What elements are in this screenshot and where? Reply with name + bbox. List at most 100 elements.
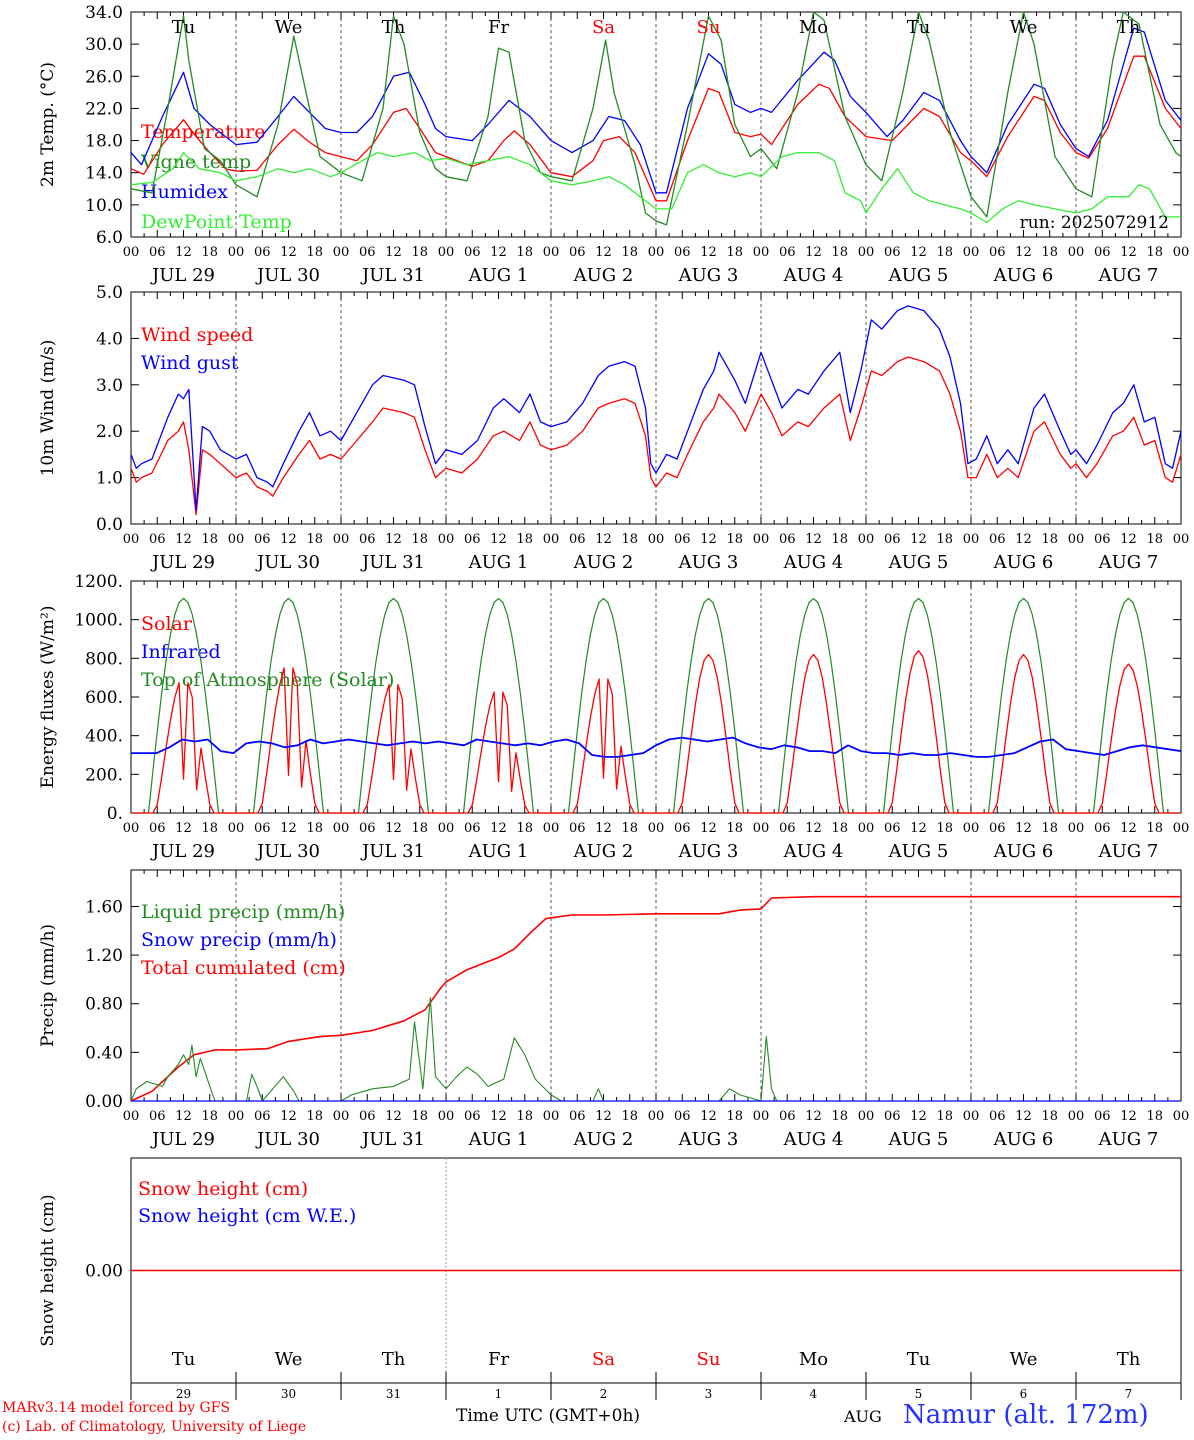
hour-tick-label: 18 (621, 245, 638, 260)
hour-tick-label: 18 (831, 821, 848, 836)
hour-tick-label: 12 (490, 245, 507, 260)
day-number-label: 7 (1125, 1387, 1133, 1401)
series-line (130, 895, 1181, 1102)
hour-tick-label: 12 (1015, 532, 1032, 547)
hour-tick-label: 12 (1120, 245, 1137, 260)
hour-tick-label: 12 (910, 821, 927, 836)
hour-tick-label: 12 (385, 245, 402, 260)
hour-tick-label: 00 (123, 532, 140, 547)
hour-tick-label: 06 (254, 245, 271, 260)
lab-credit: (c) Lab. of Climatology, University of L… (2, 1419, 307, 1435)
date-label: AUG 4 (783, 1129, 844, 1150)
hour-tick-label: 00 (648, 532, 665, 547)
hour-tick-label: 06 (149, 245, 166, 260)
hour-tick-label: 00 (1173, 245, 1190, 260)
day-name-label: Fr (488, 1349, 509, 1370)
legend-entry: Solar (141, 613, 193, 635)
hour-tick-label: 18 (201, 1109, 218, 1124)
hour-tick-label: 12 (490, 532, 507, 547)
y-tick-label: 0.0 (96, 515, 123, 535)
day-name-label: Mo (799, 1349, 828, 1370)
hour-tick-label: 06 (464, 821, 481, 836)
date-label: JUL 29 (150, 552, 215, 573)
hour-tick-label: 18 (516, 821, 533, 836)
hour-tick-label: 12 (805, 821, 822, 836)
date-label: JUL 31 (360, 265, 425, 286)
hour-tick-label: 12 (1120, 1109, 1137, 1124)
hour-tick-label: 18 (306, 1109, 323, 1124)
date-label: JUL 31 (360, 552, 425, 573)
hour-tick-label: 12 (280, 245, 297, 260)
hour-tick-label: 06 (359, 1109, 376, 1124)
day-name-label: Th (382, 1349, 406, 1370)
station-label: Namur (alt. 172m) (903, 1400, 1149, 1430)
day-name-label: Th (1117, 17, 1141, 38)
series-line (130, 997, 1181, 1102)
hour-tick-label: 12 (385, 821, 402, 836)
date-label: AUG 7 (1098, 265, 1159, 286)
date-label: AUG 6 (993, 265, 1054, 286)
model-credit: MARv3.14 model forced by GFS (2, 1400, 231, 1416)
hour-tick-label: 06 (674, 821, 691, 836)
hour-tick-label: 18 (1146, 821, 1163, 836)
date-label: AUG 7 (1098, 552, 1159, 573)
hour-tick-label: 00 (123, 1109, 140, 1124)
hour-tick-label: 12 (385, 532, 402, 547)
hour-tick-label: 18 (831, 245, 848, 260)
hour-tick-label: 12 (700, 1109, 717, 1124)
hour-tick-label: 00 (648, 821, 665, 836)
y-tick-label: 14.0 (85, 164, 123, 184)
hour-tick-label: 12 (175, 821, 192, 836)
hour-tick-label: 06 (569, 1109, 586, 1124)
hour-tick-label: 18 (726, 245, 743, 260)
hour-tick-label: 06 (674, 1109, 691, 1124)
day-name-label: We (275, 17, 303, 38)
hour-tick-label: 06 (779, 1109, 796, 1124)
date-label: JUL 29 (150, 841, 215, 862)
hour-tick-label: 00 (333, 1109, 350, 1124)
y-axis-title: Energy fluxes (W/m²) (38, 606, 58, 789)
hour-tick-label: 12 (700, 245, 717, 260)
hour-tick-label: 18 (201, 532, 218, 547)
panel-1: 00 06 12 18 00 06 12 18 00 06 12 18 00 06 12 18 00 06 12 18… (38, 283, 1189, 573)
date-label: AUG 2 (573, 1129, 634, 1150)
hour-tick-label: 00 (543, 245, 560, 260)
hour-tick-label: 06 (149, 532, 166, 547)
hour-tick-label: 00 (228, 821, 245, 836)
y-tick-label: 1000. (74, 611, 123, 631)
date-label: AUG 1 (468, 1129, 529, 1150)
hour-tick-label: 06 (569, 245, 586, 260)
hour-tick-label: 18 (516, 532, 533, 547)
y-tick-label: 10.0 (85, 196, 123, 216)
y-tick-label: 0.00 (85, 1262, 123, 1282)
hour-tick-label: 06 (884, 1109, 901, 1124)
hour-tick-label: 00 (858, 532, 875, 547)
hour-tick-label: 18 (306, 245, 323, 260)
hour-tick-label: 00 (543, 1109, 560, 1124)
hour-tick-label: 00 (963, 245, 980, 260)
y-tick-label: 30.0 (85, 35, 123, 55)
hour-tick-label: 00 (963, 1109, 980, 1124)
hour-tick-label: 18 (726, 821, 743, 836)
hour-tick-label: 12 (1015, 821, 1032, 836)
hour-tick-label: 12 (490, 1109, 507, 1124)
hour-tick-label: 18 (1041, 821, 1058, 836)
legend-entry: Liquid precip (mm/h) (141, 901, 345, 923)
hour-tick-label: 12 (1120, 532, 1137, 547)
y-tick-label: 1.20 (85, 946, 123, 966)
day-name-label: Su (697, 1349, 721, 1370)
panel-4: 0.00 Snow height (cm) Snow height (cm) Snow… (38, 1157, 1182, 1401)
hour-tick-label: 12 (1015, 245, 1032, 260)
hour-tick-label: 18 (726, 1109, 743, 1124)
day-name-label: Fr (488, 17, 509, 38)
hour-tick-label: 18 (411, 1109, 428, 1124)
day-number-label: 2 (600, 1387, 608, 1401)
hour-tick-label: 00 (543, 821, 560, 836)
hour-tick-label: 06 (1094, 1109, 1111, 1124)
hour-tick-label: 12 (1015, 1109, 1032, 1124)
legend-entry: Wind speed (141, 324, 253, 346)
hour-tick-label: 12 (595, 532, 612, 547)
hour-tick-label: 00 (963, 532, 980, 547)
date-label: AUG 2 (573, 265, 634, 286)
